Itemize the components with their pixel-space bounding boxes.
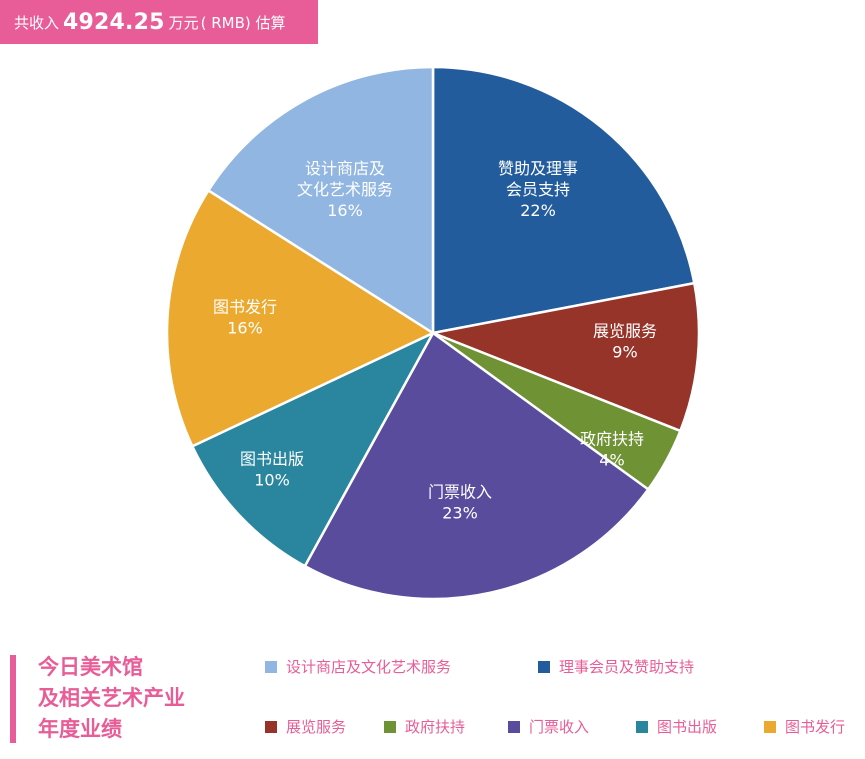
slice-name-label: 文化艺术服务	[297, 180, 393, 199]
total-income-prefix: 共收入	[14, 13, 60, 32]
total-income-amount: 4924.25	[63, 9, 165, 35]
slice-name-label: 赞助及理事	[498, 159, 578, 178]
legend-item: 理事会员及赞助支持	[538, 656, 694, 677]
slice-percent-label: 10%	[254, 471, 290, 490]
pie-slice	[431, 65, 696, 335]
report-title-line: 及相关艺术产业	[38, 686, 185, 710]
total-income-unit: 万元	[168, 13, 199, 32]
report-title-line: 年度业绩	[38, 717, 122, 741]
slice-percent-label: 16%	[227, 319, 263, 338]
slice-name-label: 图书出版	[240, 450, 304, 469]
pie-slice	[207, 65, 435, 335]
legend-item: 图书出版	[636, 716, 717, 737]
slice-percent-label: 23%	[442, 504, 478, 523]
slice-name-label: 政府扶持	[580, 430, 644, 449]
slice-name-label: 会员支持	[506, 180, 570, 199]
slice-percent-label: 16%	[327, 201, 363, 220]
slice-name-label: 图书发行	[213, 298, 277, 317]
legend-swatch	[384, 720, 396, 733]
legend-swatch	[265, 660, 277, 673]
pie-slice	[165, 189, 435, 448]
legend-label: 图书发行	[785, 718, 846, 736]
slice-label: 图书发行 16%	[213, 298, 277, 338]
pie-slice	[303, 331, 650, 601]
slice-name-label: 展览服务	[593, 322, 657, 341]
slice-percent-label: 9%	[612, 343, 637, 362]
legend-item: 政府扶持	[384, 716, 465, 737]
legend-label: 政府扶持	[405, 718, 466, 736]
slice-percent-label: 4%	[599, 451, 624, 470]
legend-label: 门票收入	[529, 718, 590, 736]
report-title: 今日美术馆 及相关艺术产业 年度业绩	[38, 652, 185, 745]
legend-item: 设计商店及文化艺术服务	[265, 656, 451, 677]
legend-swatch	[508, 720, 520, 733]
pie-slice	[191, 331, 435, 568]
total-income-badge: 共收入 4924.25 万元 ( RMB) 估算	[0, 0, 318, 44]
slice-percent-label: 22%	[520, 201, 556, 220]
legend-swatch	[265, 720, 277, 733]
slice-name-label: 门票收入	[428, 483, 492, 502]
legend-item: 门票收入	[508, 716, 589, 737]
legend-item: 展览服务	[265, 716, 346, 737]
legend-label: 设计商店及文化艺术服务	[286, 658, 452, 676]
slice-label: 设计商店及文化艺术服务 16%	[297, 159, 393, 220]
report-title-line: 今日美术馆	[38, 655, 143, 679]
legend-swatch	[538, 660, 550, 673]
slice-label: 门票收入 23%	[428, 483, 492, 523]
slice-label: 赞助及理事会员支持 22%	[498, 159, 578, 220]
slice-label: 展览服务 9%	[593, 322, 657, 362]
legend-label: 图书出版	[657, 718, 718, 736]
slice-label: 图书出版 10%	[240, 450, 304, 490]
title-accent-bar	[10, 655, 16, 743]
slice-name-label: 设计商店及	[305, 159, 385, 178]
total-income-suffix: ( RMB) 估算	[200, 13, 286, 32]
slice-label: 政府扶持 4%	[580, 430, 644, 470]
legend-label: 理事会员及赞助支持	[559, 658, 695, 676]
legend-label: 展览服务	[286, 718, 347, 736]
legend-item: 图书发行	[764, 716, 845, 737]
income-pie-chart: 赞助及理事会员支持 22%展览服务 9%政府扶持 4%门票收入 23%图书出版 10%图书…	[165, 65, 701, 601]
legend-swatch	[636, 720, 648, 733]
pie-slice	[431, 281, 701, 433]
legend-swatch	[764, 720, 776, 733]
